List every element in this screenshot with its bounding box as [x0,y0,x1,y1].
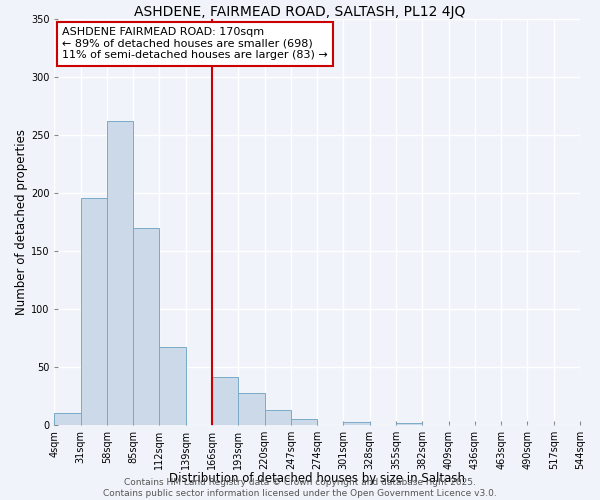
Y-axis label: Number of detached properties: Number of detached properties [15,129,28,315]
Bar [291,419,317,425]
Bar [160,348,185,425]
Text: ASHDENE, FAIRMEAD ROAD, SALTASH, PL12 4JQ: ASHDENE, FAIRMEAD ROAD, SALTASH, PL12 4J… [134,5,466,19]
Text: ASHDENE FAIRMEAD ROAD: 170sqm
← 89% of detached houses are smaller (698)
11% of : ASHDENE FAIRMEAD ROAD: 170sqm ← 89% of d… [62,27,328,60]
Bar [212,378,238,425]
Bar [80,198,107,425]
Bar [396,422,422,425]
Bar [265,410,291,425]
Bar [107,121,133,425]
Text: Contains HM Land Registry data © Crown copyright and database right 2025.
Contai: Contains HM Land Registry data © Crown c… [103,478,497,498]
Bar [133,228,160,425]
Bar [343,422,370,425]
Bar [238,392,265,425]
X-axis label: Distribution of detached houses by size in Saltash: Distribution of detached houses by size … [169,472,465,485]
Bar [54,414,80,425]
